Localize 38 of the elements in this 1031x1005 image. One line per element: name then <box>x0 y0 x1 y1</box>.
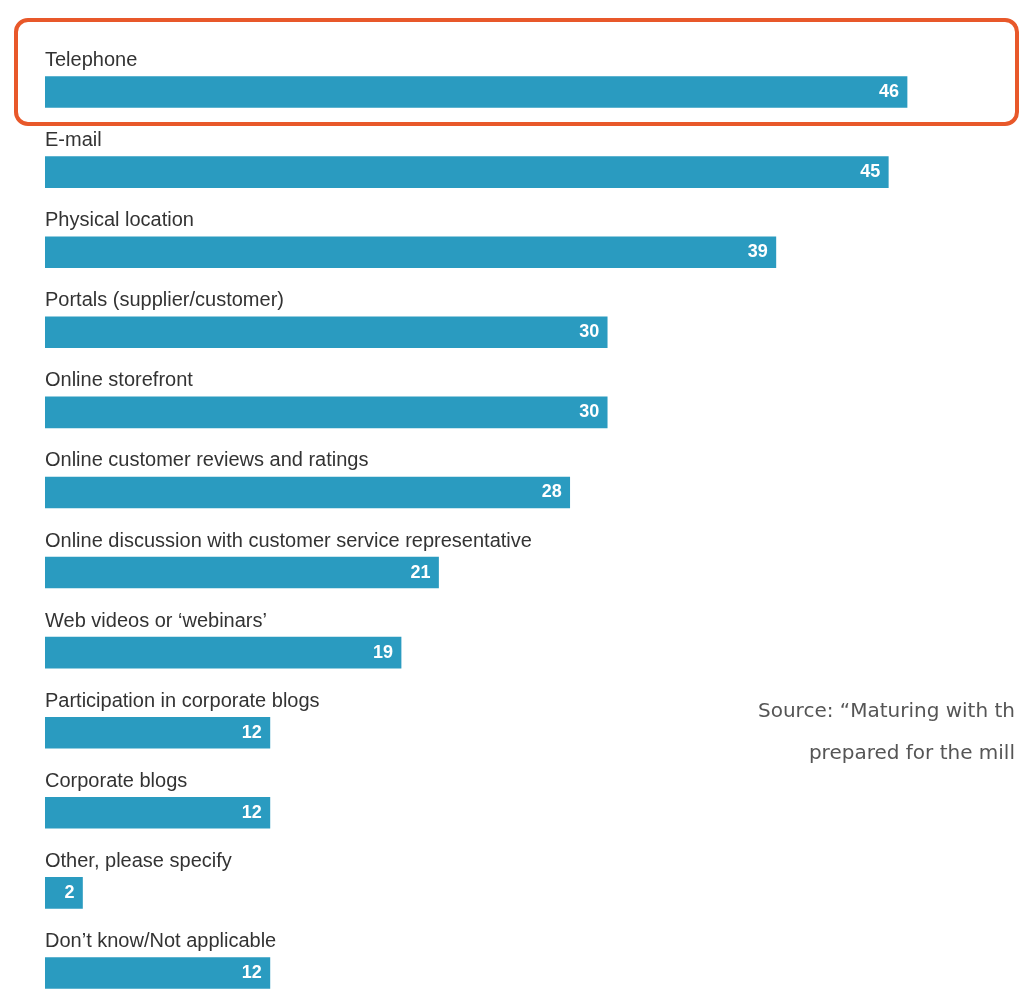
y-tick-label: Web videos or ‘webinars’ <box>45 608 267 631</box>
y-tick-label: Physical location <box>45 208 194 231</box>
data-label: 21 <box>410 561 431 582</box>
bar <box>45 636 402 669</box>
y-tick-label: Online storefront <box>45 368 194 391</box>
data-label: 28 <box>541 481 562 502</box>
data-label: 12 <box>241 961 262 982</box>
y-tick-label: E-mail <box>45 128 102 151</box>
bar <box>45 877 83 909</box>
bar <box>45 76 908 108</box>
bar <box>45 156 889 188</box>
y-tick-label: Participation in corporate blogs <box>45 688 320 711</box>
data-label: 12 <box>241 721 262 742</box>
bar <box>45 476 571 509</box>
bar <box>45 716 271 749</box>
bar <box>45 316 608 349</box>
data-label: 19 <box>373 641 394 662</box>
data-label: 12 <box>241 801 262 822</box>
bar <box>45 796 271 829</box>
data-label: 45 <box>860 161 881 182</box>
y-tick-label: Other, please specify <box>45 848 232 871</box>
bar <box>45 957 271 989</box>
data-label: 30 <box>579 401 600 422</box>
y-tick-label: Online discussion with customer service representative <box>45 528 532 551</box>
data-label: 39 <box>747 241 768 262</box>
data-label: 2 <box>64 881 75 902</box>
bar <box>45 396 608 429</box>
y-tick-label: Corporate blogs <box>45 768 188 791</box>
bar <box>45 236 777 269</box>
bar <box>45 556 439 589</box>
annotation: Source: “Maturing with th <box>758 698 1015 722</box>
y-tick-label: Online customer reviews and ratings <box>45 448 369 471</box>
annotation: prepared for the mill <box>808 740 1015 764</box>
data-label: 30 <box>579 321 600 342</box>
data-label: 46 <box>879 81 900 102</box>
y-tick-label: Telephone <box>45 48 138 71</box>
y-tick-label: Don’t know/Not applicable <box>45 928 277 951</box>
y-tick-label: Portals (supplier/customer) <box>45 288 284 311</box>
